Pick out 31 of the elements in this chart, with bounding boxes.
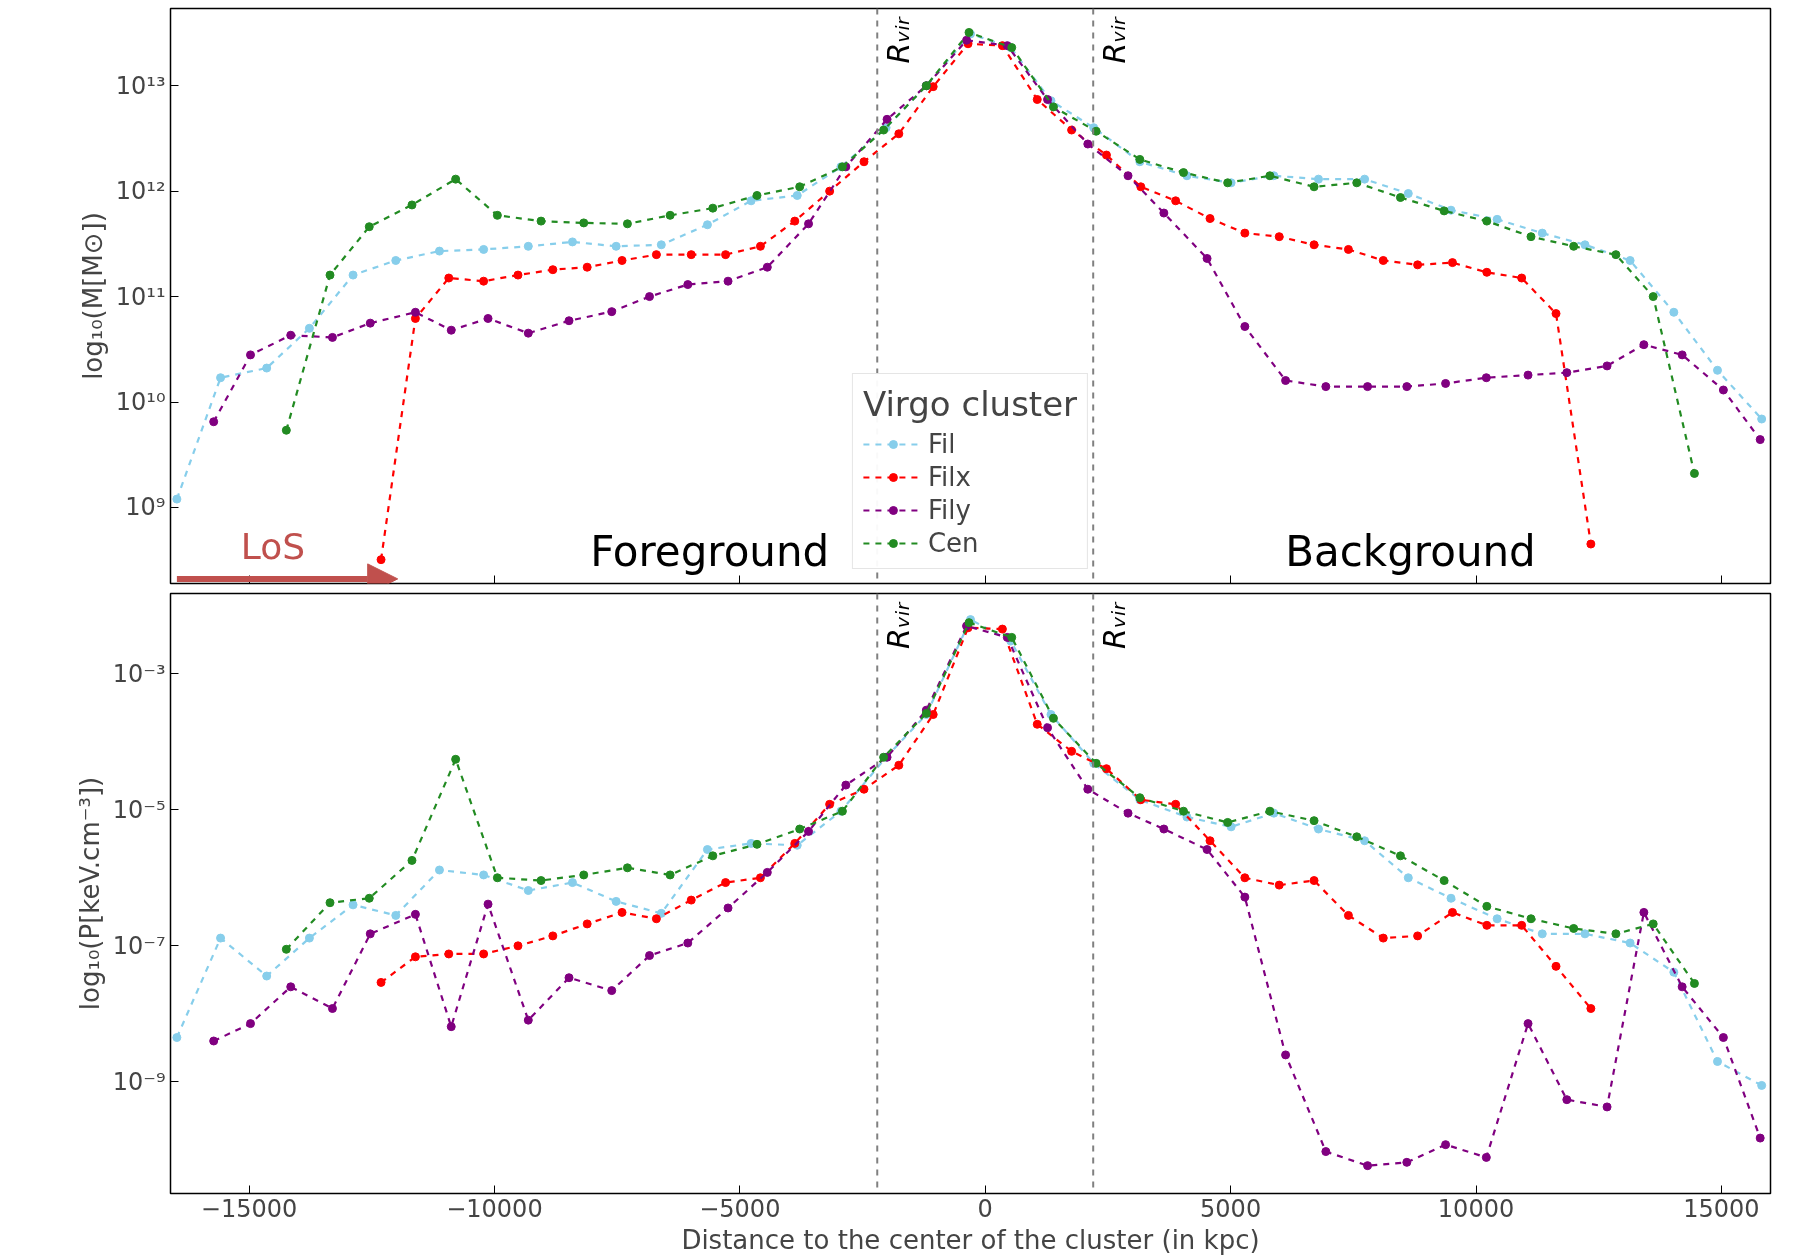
x-axis-title: Distance to the center of the cluster (in kpc) [681, 1224, 1260, 1255]
y-tick-label: 10¹³ [115, 71, 166, 100]
legend-title: Virgo cluster [862, 384, 1078, 424]
y-tick-label: 10¹² [115, 177, 166, 206]
y-tick-label: 10⁻⁵ [112, 795, 166, 824]
x-tick-label: −10000 [446, 1194, 543, 1223]
legend-label: Cen [927, 528, 979, 558]
x-tick-label: −5000 [699, 1194, 781, 1223]
ref-line-label: Rᵥᵢᵣ [1097, 15, 1133, 64]
legend-label: Filx [927, 462, 971, 492]
legend-label: Fil [927, 429, 956, 459]
y-axis-title: log₁₀(M[M⊙]) [77, 212, 108, 380]
x-tick-label: −15000 [200, 1194, 298, 1223]
y-tick-label: 10¹⁰ [115, 388, 166, 417]
legend-label: Fily [927, 495, 971, 525]
y-tick-label: 10⁻⁹ [112, 1067, 166, 1096]
y-tick-label: 10⁻⁷ [112, 931, 166, 960]
x-tick-label: 10000 [1437, 1194, 1515, 1223]
ref-line-label: Rᵥᵢᵣ [1097, 601, 1133, 649]
annotation: Foreground [590, 527, 830, 577]
y-axis-title: log₁₀(P[keV.cm⁻³]) [74, 776, 105, 1011]
ref-line-label: Rᵥᵢᵣ [881, 15, 917, 64]
ref-line-label: Rᵥᵢᵣ [881, 601, 917, 649]
y-tick-label: 10¹¹ [115, 282, 166, 311]
x-tick-label: 5000 [1200, 1194, 1262, 1223]
annotation: Background [1285, 527, 1536, 577]
y-tick-label: 10⁻³ [112, 659, 166, 688]
x-tick-label: 0 [977, 1194, 993, 1223]
annotation: LoS [240, 525, 306, 567]
y-tick-label: 10⁹ [125, 493, 166, 522]
x-tick-label: 15000 [1683, 1194, 1760, 1223]
